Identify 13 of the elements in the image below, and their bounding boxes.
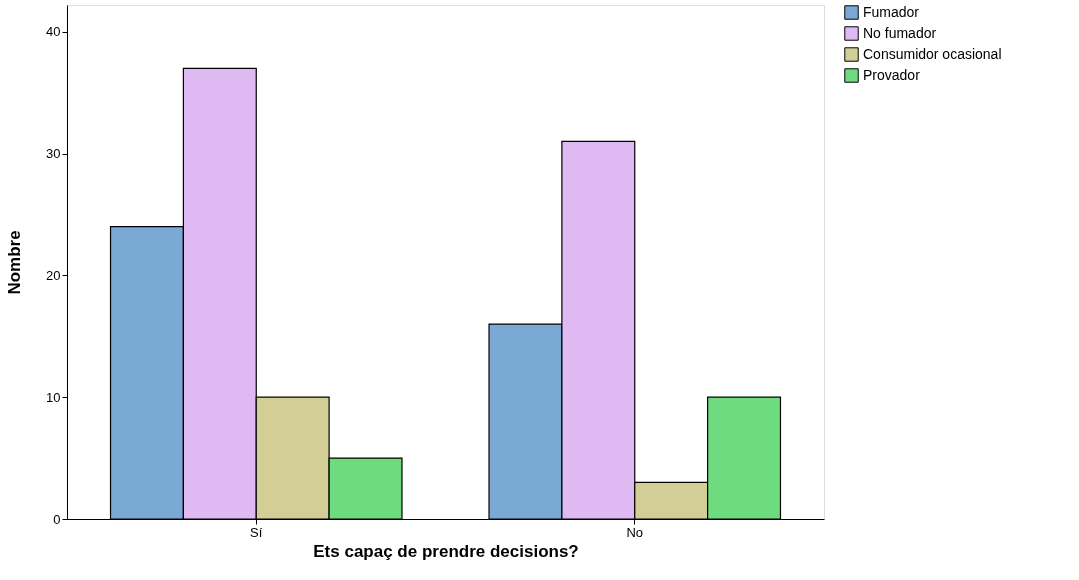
- x-tick-label: Sí: [250, 524, 263, 540]
- x-tick-label: No: [626, 524, 644, 540]
- y-tick-label: 0: [53, 511, 61, 527]
- legend-label: Fumador: [863, 3, 920, 20]
- legend-label: Provador: [863, 66, 921, 83]
- legend-label: No fumador: [863, 24, 937, 41]
- y-tick-label: 10: [46, 389, 61, 405]
- legend-label: Consumidor ocasional: [863, 45, 1002, 62]
- x-axis-title: Ets capaç de prendre decisions?: [313, 541, 579, 561]
- y-tick-label: 20: [46, 267, 61, 283]
- y-tick-label: 30: [46, 146, 61, 162]
- y-tick-label: 40: [46, 24, 61, 40]
- y-axis-title: Nombre: [5, 230, 25, 295]
